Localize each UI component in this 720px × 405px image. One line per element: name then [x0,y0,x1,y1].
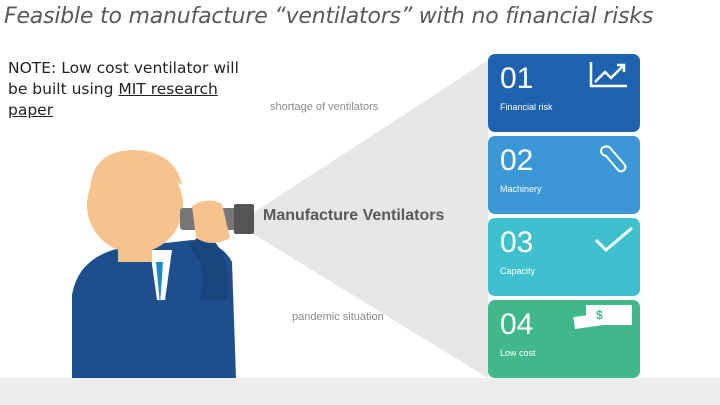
jacket [72,240,236,378]
slide-title: Feasible to manufacture “ventilators” wi… [4,4,654,29]
tie [156,262,163,305]
card-label: Capacity [500,266,536,276]
card-number: 04 [500,308,534,341]
neck [118,238,152,262]
head [87,157,183,253]
hand [192,200,230,243]
binoculars-lens [234,204,254,234]
card-label: Machinery [500,184,542,194]
arm [188,232,229,300]
card-capacity: 03 Capacity [488,218,640,296]
footer-band [0,378,720,405]
card-low-cost: 04 Low cost $ [488,300,640,378]
shortage-label: shortage of ventilators [270,101,379,113]
wrench-icon [600,145,627,173]
pandemic-label: pandemic situation [292,311,384,323]
svg-text:$: $ [596,308,603,322]
card-number: 02 [500,144,534,177]
money-icon: $ [573,305,632,330]
card-label: Financial risk [500,102,553,112]
checkmark-icon [594,226,633,253]
card-number: 03 [500,226,534,259]
note-prefix: NOTE: Low cost ventilator will be built … [8,59,239,98]
head-top [90,150,182,190]
chart-up-icon [589,62,627,88]
card-financial-risk: 01 Financial risk [488,54,640,132]
mit-research-paper-link[interactable]: MIT research paper [8,80,218,119]
vision-beam [250,60,488,378]
center-label: Manufacture Ventilators [263,207,445,224]
note-text: NOTE: Low cost ventilator will be built … [8,58,248,121]
card-number: 01 [500,62,534,95]
card-label: Low cost [500,348,536,358]
card-machinery: 02 Machinery [488,136,640,214]
